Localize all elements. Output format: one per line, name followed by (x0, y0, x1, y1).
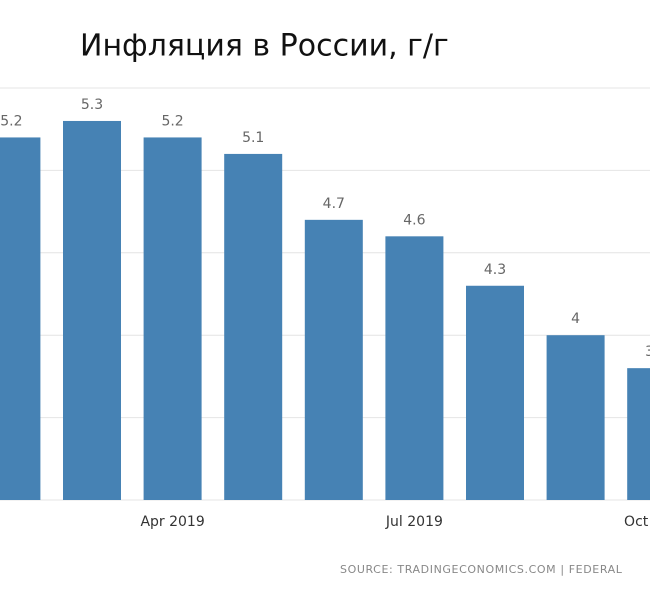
bar (385, 236, 444, 500)
value-label: 3.8 (645, 344, 650, 360)
value-label: 4 (571, 311, 580, 327)
bar (224, 153, 283, 501)
bar (63, 120, 121, 501)
bar (546, 335, 605, 500)
bar (0, 137, 41, 500)
bar (466, 285, 524, 500)
value-label: 5.1 (242, 130, 264, 146)
value-label: 5.3 (81, 97, 103, 113)
bar (627, 368, 650, 500)
x-tick-label: Jul 2019 (385, 514, 443, 530)
x-tick-label: Apr 2019 (140, 514, 204, 530)
bar (304, 219, 363, 500)
value-label: 4.6 (403, 212, 425, 228)
source: SOURCE: TRADINGECONOMICS.COM | FEDERAL (340, 563, 623, 576)
value-label: 5.2 (0, 113, 22, 129)
value-label: 4.7 (323, 196, 345, 212)
x-tick-label: Oct 2019 (624, 514, 650, 530)
bar (143, 137, 202, 500)
value-label: 5.2 (161, 113, 183, 129)
value-label: 4.3 (484, 262, 506, 278)
chart-title: Инфляция в России, г/г (80, 29, 449, 64)
